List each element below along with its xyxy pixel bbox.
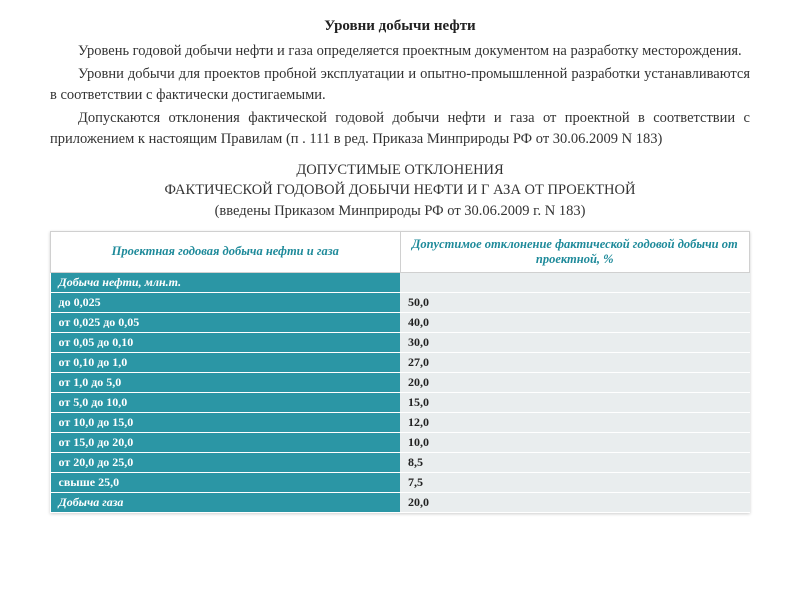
table-row: от 10,0 до 15,0 12,0 <box>51 412 750 432</box>
row-value: 50,0 <box>400 292 750 312</box>
subtitle: ДОПУСТИМЫЕ ОТКЛОНЕНИЯ ФАКТИЧЕСКОЙ ГОДОВО… <box>50 160 750 221</box>
row-value: 12,0 <box>400 412 750 432</box>
row-label: от 0,10 до 1,0 <box>51 352 401 372</box>
paragraph-2: Уровни добычи для проектов пробной экспл… <box>50 64 750 106</box>
row-label: от 5,0 до 10,0 <box>51 392 401 412</box>
table-row: от 20,0 до 25,0 8,5 <box>51 452 750 472</box>
section-oil-label: Добыча нефти, млн.т. <box>51 272 401 292</box>
table-row: от 15,0 до 20,0 10,0 <box>51 432 750 452</box>
table-row: от 5,0 до 10,0 15,0 <box>51 392 750 412</box>
table-row: от 1,0 до 5,0 20,0 <box>51 372 750 392</box>
table-row: до 0,025 50,0 <box>51 292 750 312</box>
row-label: свыше 25,0 <box>51 472 401 492</box>
row-value: 10,0 <box>400 432 750 452</box>
subtitle-line-2: ФАКТИЧЕСКОЙ ГОДОВОЙ ДОБЫЧИ НЕФТИ И Г АЗА… <box>165 182 636 198</box>
col-header-1: Проектная годовая добыча нефти и газа <box>51 231 401 272</box>
col-header-2: Допустимое отклонение фактической годово… <box>400 231 750 272</box>
section-gas-value: 20,0 <box>400 492 750 512</box>
row-value: 15,0 <box>400 392 750 412</box>
row-label: до 0,025 <box>51 292 401 312</box>
section-oil-blank <box>400 272 750 292</box>
row-value: 7,5 <box>400 472 750 492</box>
row-label: от 15,0 до 20,0 <box>51 432 401 452</box>
row-value: 40,0 <box>400 312 750 332</box>
table-row: свыше 25,0 7,5 <box>51 472 750 492</box>
row-label: от 20,0 до 25,0 <box>51 452 401 472</box>
paragraph-1: Уровень годовой добычи нефти и газа опре… <box>50 41 750 62</box>
paragraph-3: Допускаются отклонения фактической годов… <box>50 108 750 150</box>
table-section-row: Добыча газа 20,0 <box>51 492 750 512</box>
row-value: 20,0 <box>400 372 750 392</box>
row-value: 27,0 <box>400 352 750 372</box>
section-gas-label: Добыча газа <box>51 492 401 512</box>
subtitle-line-1: ДОПУСТИМЫЕ ОТКЛОНЕНИЯ <box>296 162 503 178</box>
row-label: от 10,0 до 15,0 <box>51 412 401 432</box>
table-row: от 0,05 до 0,10 30,0 <box>51 332 750 352</box>
table-header-row: Проектная годовая добыча нефти и газа До… <box>51 231 750 272</box>
table-row: от 0,025 до 0,05 40,0 <box>51 312 750 332</box>
row-value: 30,0 <box>400 332 750 352</box>
table-section-row: Добыча нефти, млн.т. <box>51 272 750 292</box>
row-label: от 1,0 до 5,0 <box>51 372 401 392</box>
page-title: Уровни добычи нефти <box>50 18 750 35</box>
row-value: 8,5 <box>400 452 750 472</box>
row-label: от 0,05 до 0,10 <box>51 332 401 352</box>
row-label: от 0,025 до 0,05 <box>51 312 401 332</box>
table-row: от 0,10 до 1,0 27,0 <box>51 352 750 372</box>
deviations-table: Проектная годовая добыча нефти и газа До… <box>50 231 750 513</box>
subtitle-line-3: (введены Приказом Минприроды РФ от 30.06… <box>215 203 586 219</box>
